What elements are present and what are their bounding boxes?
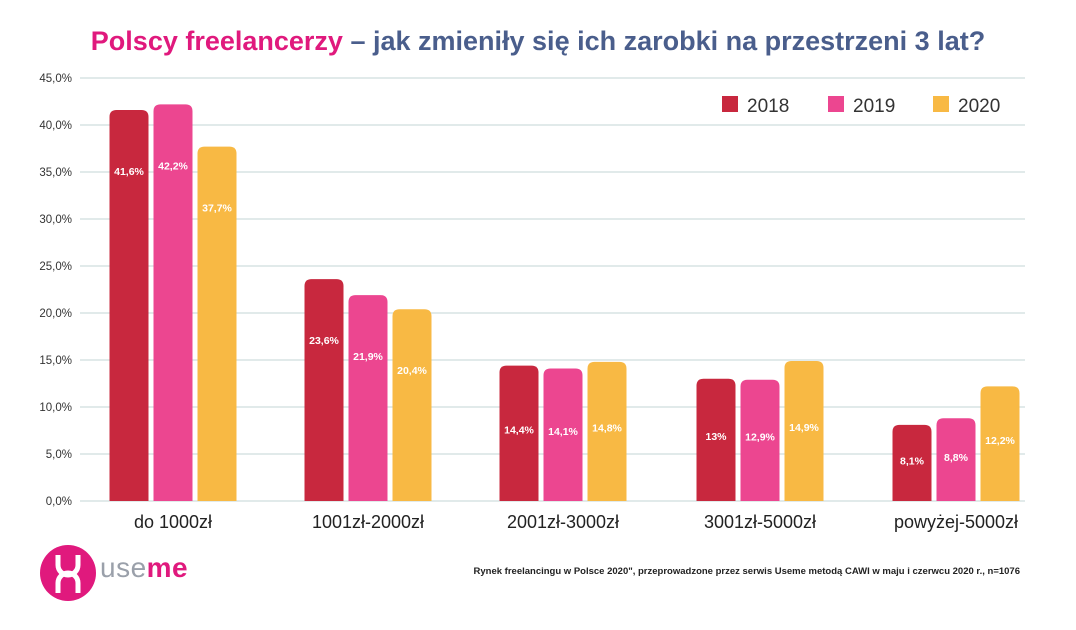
y-tick-label: 25,0% <box>39 261 72 273</box>
bar-2020 <box>784 360 824 501</box>
bar-2020 <box>980 386 1020 501</box>
logo-wordmark: useme <box>100 552 188 584</box>
legend-label-2020: 2020 <box>958 96 1000 117</box>
data-label: 41,6% <box>114 166 144 178</box>
chart-title-highlight: Polscy freelancerzy <box>90 26 343 56</box>
data-label: 14,1% <box>548 426 578 438</box>
chart-title: Polscy freelancerzy – jak zmieniły się i… <box>0 26 1076 57</box>
data-label: 13% <box>705 431 727 443</box>
bar-2020 <box>197 146 237 501</box>
bar-2019 <box>543 368 583 501</box>
y-tick-label: 10,0% <box>39 402 72 414</box>
x-tick-label: 2001zł-3000zł <box>507 512 619 532</box>
legend-swatch-2018 <box>722 96 738 112</box>
data-label: 8,1% <box>900 456 925 468</box>
legend-label-2018: 2018 <box>747 96 789 117</box>
bar-2018 <box>892 424 932 501</box>
y-tick-label: 15,0% <box>39 355 72 367</box>
y-tick-label: 5,0% <box>46 449 72 461</box>
source-note: Rynek freelancingu w Polsce 2020", przep… <box>473 566 1020 577</box>
bar-2018 <box>696 378 736 501</box>
data-label: 12,9% <box>745 432 775 444</box>
bar-2018 <box>109 109 149 502</box>
bar-2020 <box>392 309 432 501</box>
logo-text-use: use <box>100 552 147 583</box>
data-label: 23,6% <box>309 335 339 347</box>
bar-2019 <box>936 418 976 501</box>
x-tick-label: powyżej-5000zł <box>894 512 1018 532</box>
bar-2019 <box>153 104 193 501</box>
data-label: 37,7% <box>202 203 232 215</box>
logo-text-me: me <box>146 552 189 583</box>
chart-title-rest: – jak zmieniły się ich zarobki na przest… <box>342 26 986 56</box>
useme-logo-icon <box>40 545 96 601</box>
data-label: 42,2% <box>158 160 188 172</box>
data-label: 20,4% <box>397 365 427 377</box>
legend-label-2019: 2019 <box>853 96 895 117</box>
bar-2019 <box>348 295 388 501</box>
bar-2018 <box>499 365 539 501</box>
y-tick-label: 0,0% <box>46 496 72 508</box>
data-label: 21,9% <box>353 351 383 363</box>
y-tick-label: 30,0% <box>39 214 72 226</box>
data-label: 8,8% <box>944 452 969 464</box>
legend-swatch-2019 <box>828 96 844 112</box>
bar-2020 <box>587 361 627 501</box>
data-label: 14,8% <box>592 422 622 434</box>
x-tick-label: 1001zł-2000zł <box>312 512 424 532</box>
bar-2019 <box>740 379 780 501</box>
data-label: 14,4% <box>504 424 534 436</box>
data-label: 14,9% <box>789 422 819 434</box>
data-label: 12,2% <box>985 435 1015 447</box>
x-tick-label: 3001zł-5000zł <box>704 512 816 532</box>
y-tick-label: 20,0% <box>39 308 72 320</box>
y-tick-label: 35,0% <box>39 167 72 179</box>
x-tick-label: do 1000zł <box>134 512 212 532</box>
bar-2018 <box>304 279 344 501</box>
y-tick-label: 40,0% <box>39 120 72 132</box>
y-tick-label: 45,0% <box>39 73 72 85</box>
legend-swatch-2020 <box>933 96 949 112</box>
